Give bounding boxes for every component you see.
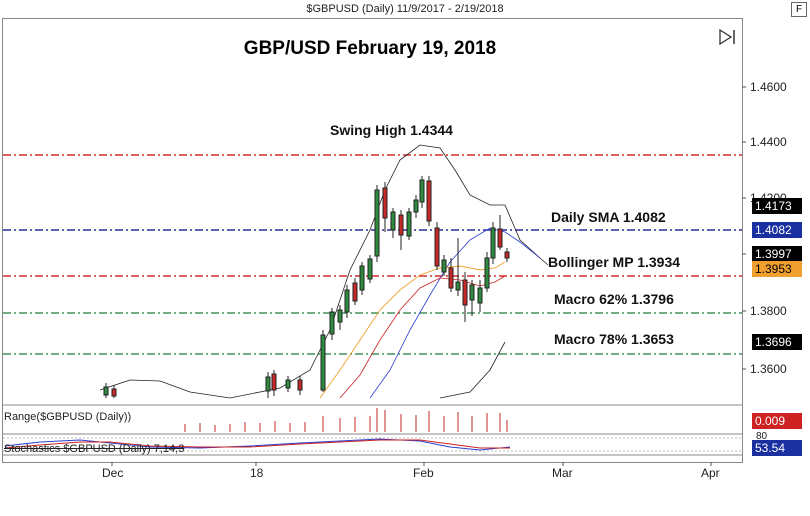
daily-sma-label: Daily SMA 1.4082 (551, 209, 666, 225)
y-tick: 1.3800 (750, 304, 787, 318)
window-title: $GBPUSD (Daily) 11/9/2017 - 2/19/2018 (306, 3, 504, 15)
stoch-value-tag: 53.54 (752, 440, 802, 456)
x-tick: Apr (701, 466, 720, 480)
y-tick: 1.4400 (750, 135, 787, 149)
y-tick: 1.3600 (750, 362, 787, 376)
price-tag-bb-upper: 1.4173 (752, 198, 802, 214)
macro-78-label: Macro 78% 1.3653 (554, 331, 674, 347)
x-tick: Dec (102, 466, 124, 480)
play-end-icon[interactable] (719, 28, 735, 46)
swing-high-label: Swing High 1.4344 (330, 122, 453, 138)
x-tick: Mar (552, 466, 573, 480)
price-tag-last: 1.3997 (752, 246, 802, 262)
range-value-tag: 0.009 (752, 413, 802, 429)
f-button[interactable]: F (791, 2, 807, 17)
chart-title: GBP/USD February 19, 2018 (243, 38, 497, 59)
price-tag-mid: 1.3953 (752, 261, 802, 277)
x-tick: Feb (413, 466, 434, 480)
range-indicator-label: Range($GBPUSD (Daily)) (4, 411, 132, 423)
price-tag-sma: 1.4082 (752, 222, 802, 238)
bollinger-mp-label: Bollinger MP 1.3934 (548, 254, 681, 270)
macro-62-label: Macro 62% 1.3796 (554, 291, 674, 307)
x-tick: 18 (250, 466, 264, 480)
chart-frame (2, 18, 743, 463)
price-tag-bb-lower: 1.3696 (752, 334, 802, 350)
y-tick: 1.4600 (750, 80, 787, 94)
stochastics-indicator-label: Stochastics $GBPUSD (Daily) 7,14,3 (4, 443, 185, 455)
stoch-80-tick: 80 (756, 431, 768, 442)
